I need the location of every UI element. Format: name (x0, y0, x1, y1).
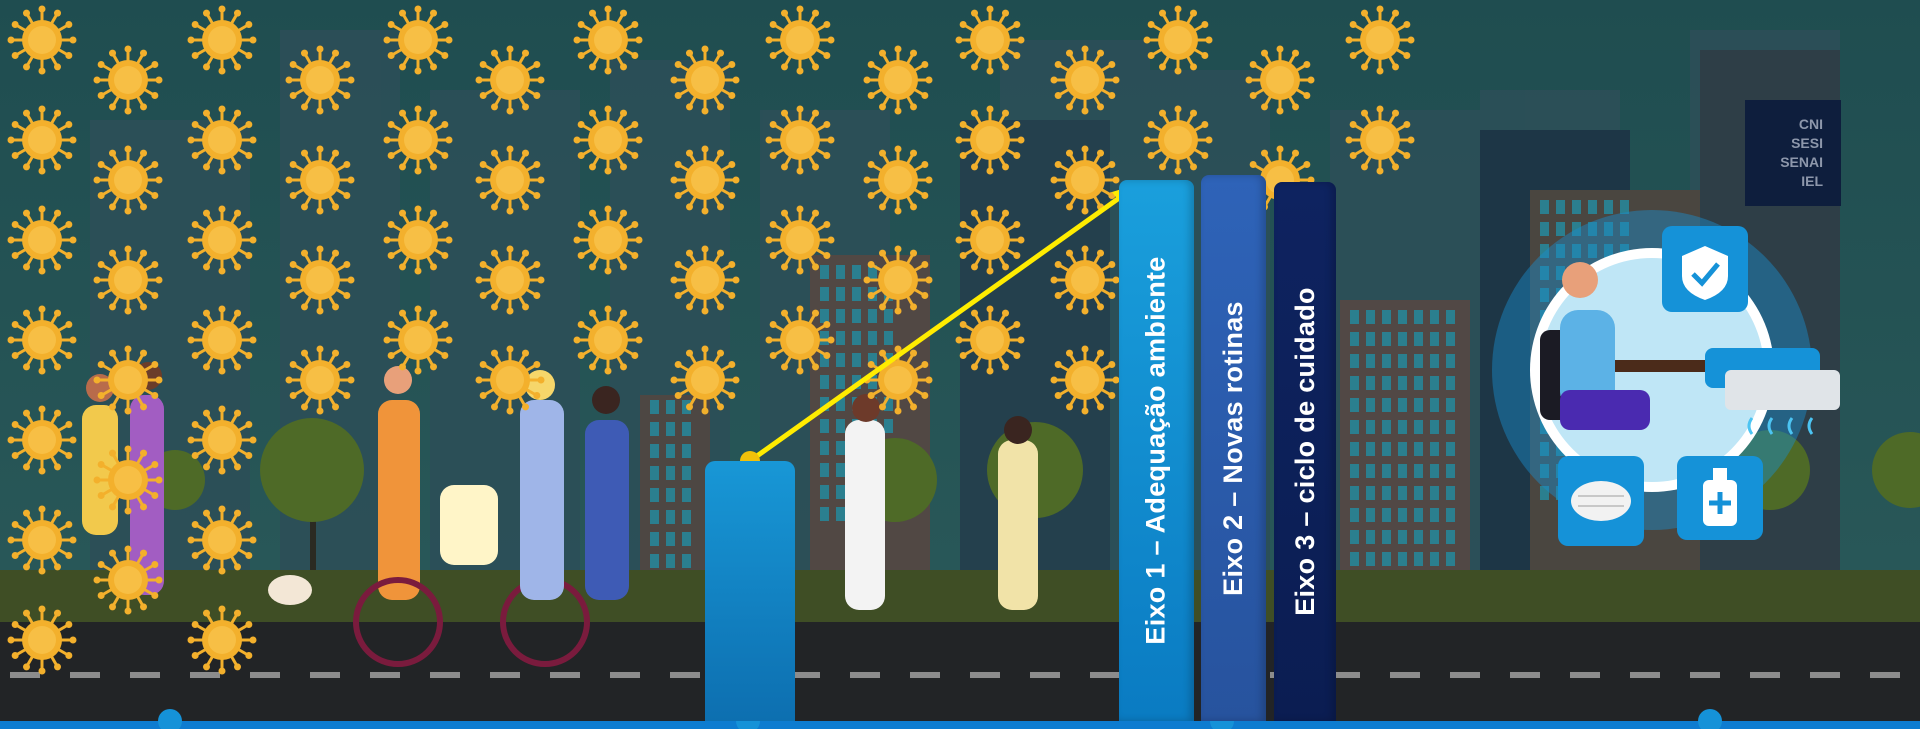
virus-icon (1345, 5, 1415, 75)
virus-icon (7, 105, 77, 175)
virus-icon (285, 145, 355, 215)
virus-icon (7, 5, 77, 75)
virus-icon (1050, 145, 1120, 215)
virus-field (7, 5, 1415, 675)
virus-icon (670, 245, 740, 315)
virus-icon (285, 345, 355, 415)
road-markings (10, 672, 1900, 678)
virus-icon (7, 605, 77, 675)
axis-2-label: Eixo 2 – Novas rotinas (1218, 300, 1248, 596)
axis-2-bar[interactable]: Eixo 2 – Novas rotinas (1201, 175, 1266, 721)
timeline-line (0, 721, 1920, 729)
virus-icon (765, 105, 835, 175)
axis-3-bar[interactable]: Eixo 3 – ciclo de cuidado (1274, 182, 1336, 721)
logo-line: SESI (1791, 135, 1823, 151)
face-mask-icon (1558, 456, 1644, 546)
virus-icon (93, 45, 163, 115)
virus-icon (863, 145, 933, 215)
virus-icon (7, 305, 77, 375)
virus-icon (1245, 45, 1315, 115)
shield-check-icon (1662, 226, 1748, 312)
virus-icon (285, 45, 355, 115)
virus-icon (383, 305, 453, 375)
virus-icon (1345, 105, 1415, 175)
virus-icon (1143, 5, 1213, 75)
virus-icon (187, 405, 257, 475)
virus-icon (573, 305, 643, 375)
virus-icon (7, 505, 77, 575)
virus-icon (187, 5, 257, 75)
virus-icon (475, 245, 545, 315)
virus-icon (383, 5, 453, 75)
virus-icon (1050, 345, 1120, 415)
virus-icon (1143, 105, 1213, 175)
virus-icon (1050, 245, 1120, 315)
virus-icon (670, 45, 740, 115)
hand-sanitizer-icon (1677, 456, 1763, 540)
timeline-dot (1698, 709, 1722, 729)
virus-icon (863, 245, 933, 315)
timeline-start-bar (705, 461, 795, 721)
virus-icon (7, 205, 77, 275)
axis-3-label: Eixo 3 – ciclo de cuidado (1289, 287, 1320, 616)
virus-icon (475, 45, 545, 115)
virus-icon (187, 505, 257, 575)
virus-icon (670, 145, 740, 215)
virus-icon (863, 345, 933, 415)
virus-icon (383, 105, 453, 175)
virus-icon (285, 245, 355, 315)
virus-icon (670, 345, 740, 415)
virus-icon (573, 5, 643, 75)
virus-icon (7, 405, 77, 475)
virus-icon (93, 145, 163, 215)
virus-icon (573, 105, 643, 175)
virus-icon (765, 5, 835, 75)
virus-icon (955, 305, 1025, 375)
virus-icon (573, 205, 643, 275)
logo-cni-sesi-senai-iel: CNI SESI SENAI IEL (1745, 100, 1841, 206)
grass-strip (0, 570, 1920, 622)
virus-icon (187, 605, 257, 675)
virus-icon (187, 305, 257, 375)
virus-icon (93, 245, 163, 315)
virus-icon (475, 345, 545, 415)
air-conditioner-icon (1705, 348, 1840, 435)
timeline-dot (158, 709, 182, 729)
logo-line: SENAI (1780, 154, 1823, 170)
logo-line: CNI (1798, 116, 1823, 132)
virus-icon (955, 5, 1025, 75)
virus-icon (765, 305, 835, 375)
virus-icon (955, 105, 1025, 175)
virus-icon (863, 45, 933, 115)
virus-icon (187, 205, 257, 275)
axis-1-label: Eixo 1 – Adequação ambiente (1141, 256, 1172, 645)
virus-icon (475, 145, 545, 215)
virus-icon (93, 545, 163, 615)
virus-icon (383, 205, 453, 275)
virus-icon (187, 105, 257, 175)
virus-icon (93, 445, 163, 515)
axis-1-bar[interactable]: Eixo 1 – Adequação ambiente (1119, 180, 1194, 721)
logo-line: IEL (1801, 173, 1823, 189)
virus-icon (955, 205, 1025, 275)
virus-icon (93, 345, 163, 415)
virus-icon (1050, 45, 1120, 115)
virus-icon (765, 205, 835, 275)
office-worker-illustration (1492, 210, 1840, 546)
